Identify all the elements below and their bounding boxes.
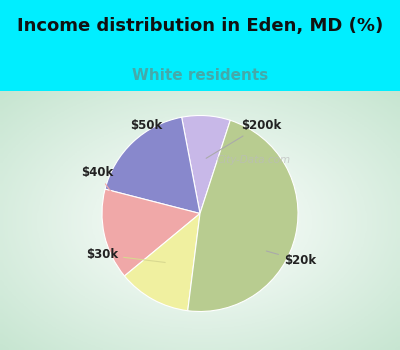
Text: White residents: White residents <box>132 68 268 83</box>
Text: $30k: $30k <box>86 248 165 262</box>
Wedge shape <box>102 189 200 276</box>
Text: Income distribution in Eden, MD (%): Income distribution in Eden, MD (%) <box>17 18 383 35</box>
Wedge shape <box>105 117 200 214</box>
Text: City-Data.com: City-Data.com <box>217 155 291 164</box>
Wedge shape <box>182 116 230 214</box>
Wedge shape <box>188 120 298 312</box>
Wedge shape <box>124 214 200 311</box>
Text: $50k: $50k <box>130 119 162 166</box>
Text: $200k: $200k <box>206 119 281 158</box>
Text: $20k: $20k <box>266 251 316 267</box>
Text: $40k: $40k <box>81 166 137 228</box>
